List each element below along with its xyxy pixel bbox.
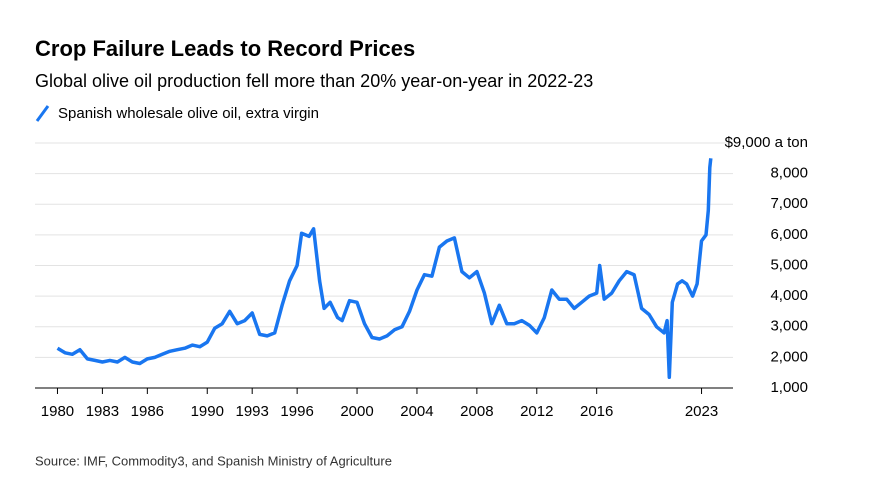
x-tick-label: 2004 [400,403,433,420]
x-tick-label: 1993 [236,403,269,420]
x-tick-label: 2000 [340,403,373,420]
x-tick-label: 2016 [580,403,613,420]
x-tick-label: 1990 [191,403,224,420]
chart-title: Crop Failure Leads to Record Prices [35,36,415,61]
y-tick-label: 3,000 [770,318,808,335]
legend-swatch [35,105,50,122]
y-tick-label: 1,000 [770,379,808,396]
y-tick-label: 8,000 [770,165,808,182]
x-tick-label: 2023 [685,403,718,420]
y-tick-label: 7,000 [770,195,808,212]
x-tick-label: 1983 [86,403,119,420]
y-tick-label: 5,000 [770,256,808,273]
y-tick-label: 2,000 [770,348,808,365]
x-tick-label: 1996 [280,403,313,420]
source-note: Source: IMF, Commodity3, and Spanish Min… [35,453,392,468]
x-tick-label: 1980 [41,403,74,420]
x-tick-label: 1986 [131,403,164,420]
data-line [56,158,713,380]
y-tick-label: 6,000 [770,226,808,243]
y-tick-label: $9,000 a ton [725,134,808,151]
chart-subtitle: Global olive oil production fell more th… [35,71,593,91]
x-tick-label: 2012 [520,403,553,420]
legend-label: Spanish wholesale olive oil, extra virgi… [58,105,319,122]
x-tick-label: 2008 [460,403,493,420]
y-tick-label: 4,000 [770,287,808,304]
